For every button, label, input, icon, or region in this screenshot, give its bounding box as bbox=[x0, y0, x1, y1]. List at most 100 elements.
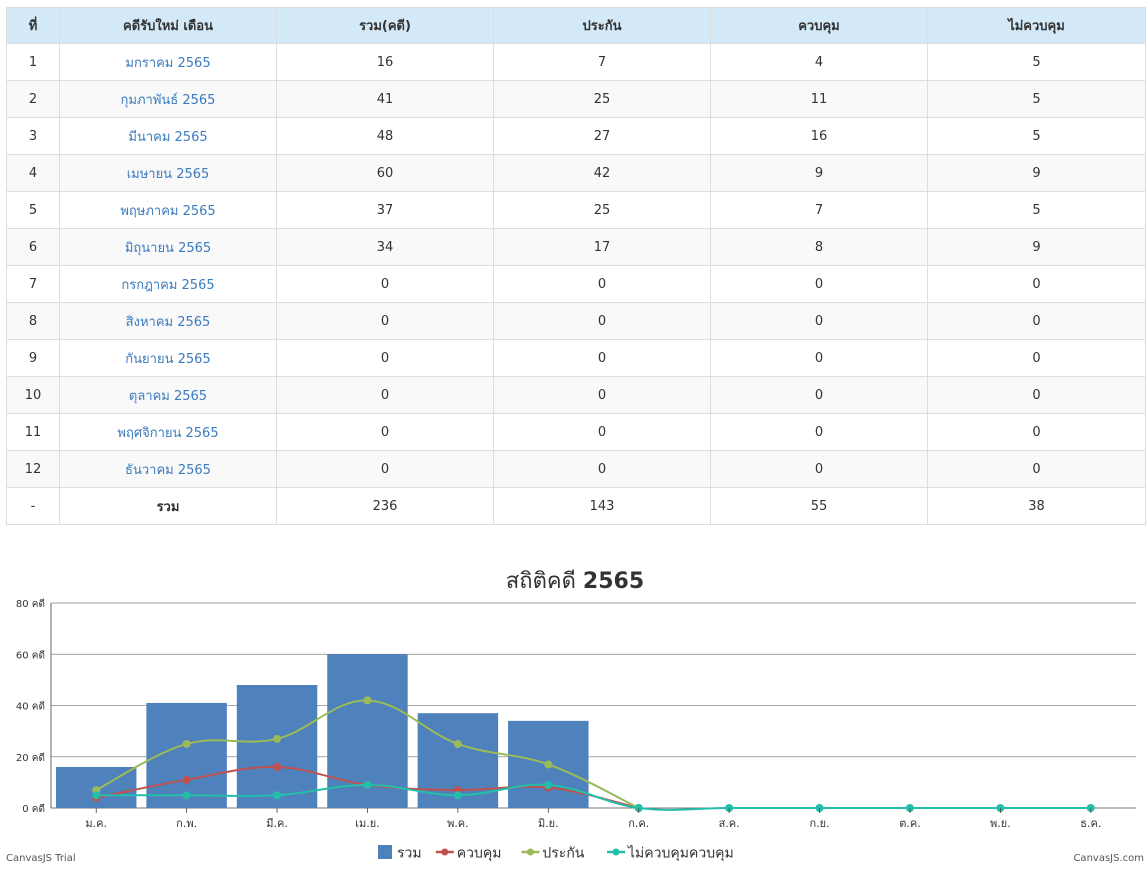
cell-no-custody: 0 bbox=[927, 450, 1146, 488]
series-point[interactable] bbox=[182, 775, 191, 784]
chart-legend[interactable]: รวม ควบคุม ประกัน ไม่ควบคุมควบคุม bbox=[378, 845, 734, 862]
cell-bail: 0 bbox=[493, 376, 711, 414]
x-tick-label: ม.ค. bbox=[85, 817, 107, 830]
chart-lines bbox=[92, 696, 1095, 812]
cell-bail: 25 bbox=[493, 191, 711, 229]
legend-label: ประกัน bbox=[542, 846, 584, 862]
month-link[interactable]: พฤศจิกายน 2565 bbox=[117, 425, 219, 441]
legend-item-ประกัน[interactable]: ประกัน bbox=[521, 846, 585, 862]
cell-bail: 25 bbox=[493, 80, 711, 118]
month-link[interactable]: มิถุนายน 2565 bbox=[124, 240, 212, 256]
header-custody: ควบคุม bbox=[710, 7, 928, 44]
cell-month: พฤศจิกายน 2565 bbox=[59, 413, 277, 451]
chart-axes: 0 คดี 20 คดี 40 คดี 60 คดี 80 คดีม.ค. ก.พ. มี.… bbox=[16, 598, 1101, 830]
table-row: 12 ธันวาคม 2565 0 0 0 0 bbox=[6, 450, 1146, 488]
cell-no: 12 bbox=[6, 450, 60, 488]
total-cell-custody: 55 bbox=[710, 487, 928, 525]
legend-item-ควบคุม[interactable]: ควบคุม bbox=[435, 846, 502, 862]
x-tick-label: ก.พ. bbox=[176, 817, 197, 830]
case-statistics-chart: สถิติคดี 2565 0 คดี 20 คดี 40 คดี 60 คดี 80 … bbox=[0, 555, 1148, 877]
cell-total: 37 bbox=[276, 191, 494, 229]
x-tick-label: ต.ค. bbox=[899, 817, 921, 830]
series-point[interactable] bbox=[363, 780, 372, 789]
cell-total: 60 bbox=[276, 154, 494, 192]
month-link[interactable]: กุมภาพันธ์ 2565 bbox=[120, 92, 216, 108]
cell-no-custody: 0 bbox=[927, 302, 1146, 340]
y-tick-label: 0 คดี bbox=[22, 803, 45, 815]
month-link[interactable]: สิงหาคม 2565 bbox=[125, 314, 211, 330]
cell-month: มกราคม 2565 bbox=[59, 43, 277, 81]
cell-no: 5 bbox=[6, 191, 60, 229]
cell-month: ธันวาคม 2565 bbox=[59, 450, 277, 488]
series-point[interactable] bbox=[273, 734, 282, 743]
x-tick-label: ก.ย. bbox=[809, 817, 829, 830]
cell-no: 9 bbox=[6, 339, 60, 377]
canvasjs-site-link[interactable]: CanvasJS.com bbox=[1073, 853, 1144, 864]
cell-total: 48 bbox=[276, 117, 494, 155]
cell-total: 16 bbox=[276, 43, 494, 81]
month-link[interactable]: มีนาคม 2565 bbox=[128, 129, 208, 145]
cell-bail: 42 bbox=[493, 154, 711, 192]
cell-custody: 0 bbox=[710, 376, 928, 414]
series-point[interactable] bbox=[182, 739, 191, 748]
month-link[interactable]: พฤษภาคม 2565 bbox=[120, 203, 216, 219]
cell-custody: 0 bbox=[710, 265, 928, 303]
legend-marker-point bbox=[526, 848, 534, 856]
series-line-ไม่ควบคุมควบคุม bbox=[96, 783, 1091, 811]
legend-label: ไม่ควบคุมควบคุม bbox=[627, 845, 734, 862]
table-row: 7 กรกฎาคม 2565 0 0 0 0 bbox=[6, 265, 1146, 303]
month-link[interactable]: เมษายน 2565 bbox=[126, 166, 210, 182]
month-link[interactable]: กรกฎาคม 2565 bbox=[121, 277, 215, 293]
chart-title-year: 2565 bbox=[583, 569, 644, 594]
cell-bail: 0 bbox=[493, 265, 711, 303]
header-no-custody: ไม่ควบคุม bbox=[927, 7, 1146, 44]
cell-no: 10 bbox=[6, 376, 60, 414]
series-point[interactable] bbox=[453, 791, 462, 800]
cell-bail: 0 bbox=[493, 339, 711, 377]
chart-title-prefix: สถิติคดี bbox=[506, 569, 583, 594]
x-tick-label: พ.ค. bbox=[447, 817, 469, 830]
series-point[interactable] bbox=[273, 791, 282, 800]
table-row: 4 เมษายน 2565 60 42 9 9 bbox=[6, 154, 1146, 192]
month-link[interactable]: มกราคม 2565 bbox=[125, 55, 211, 71]
table-row: 8 สิงหาคม 2565 0 0 0 0 bbox=[6, 302, 1146, 340]
cell-total: 41 bbox=[276, 80, 494, 118]
month-link[interactable]: ตุลาคม 2565 bbox=[128, 388, 208, 404]
cell-no-custody: 5 bbox=[927, 191, 1146, 229]
x-tick-label: ก.ค. bbox=[628, 817, 649, 830]
table-row: 6 มิถุนายน 2565 34 17 8 9 bbox=[6, 228, 1146, 266]
series-point[interactable] bbox=[544, 780, 553, 789]
y-tick-label: 80 คดี bbox=[16, 598, 45, 610]
cell-no-custody: 9 bbox=[927, 154, 1146, 192]
series-point[interactable] bbox=[363, 696, 372, 705]
legend-label: ควบคุม bbox=[457, 846, 502, 862]
cell-custody: 0 bbox=[710, 339, 928, 377]
month-link[interactable]: กันยายน 2565 bbox=[125, 351, 211, 367]
bar-มี.ค.[interactable] bbox=[236, 685, 318, 808]
series-point[interactable] bbox=[544, 760, 553, 769]
month-link[interactable]: ธันวาคม 2565 bbox=[125, 462, 211, 478]
cell-month: กรกฎาคม 2565 bbox=[59, 265, 277, 303]
cell-no: 8 bbox=[6, 302, 60, 340]
chart-title: สถิติคดี 2565 bbox=[506, 569, 644, 594]
total-cell-no-custody: 38 bbox=[927, 487, 1146, 525]
cell-bail: 0 bbox=[493, 413, 711, 451]
legend-item-ไม่ควบคุมควบคุม[interactable]: ไม่ควบคุมควบคุม bbox=[607, 845, 734, 862]
cell-total: 0 bbox=[276, 450, 494, 488]
table-row: 9 กันยายน 2565 0 0 0 0 bbox=[6, 339, 1146, 377]
cell-no: 1 bbox=[6, 43, 60, 81]
cell-no: 11 bbox=[6, 413, 60, 451]
cell-bail: 0 bbox=[493, 450, 711, 488]
cell-total: 0 bbox=[276, 302, 494, 340]
series-point[interactable] bbox=[453, 739, 462, 748]
series-point[interactable] bbox=[182, 791, 191, 800]
cell-month: มิถุนายน 2565 bbox=[59, 228, 277, 266]
legend-item-รวม[interactable]: รวม bbox=[378, 845, 422, 862]
cell-total: 0 bbox=[276, 376, 494, 414]
cell-no-custody: 0 bbox=[927, 265, 1146, 303]
case-statistics-table: ที่ คดีรับใหม่ เดือน รวม(คดี) ประกัน ควบ… bbox=[6, 7, 1146, 525]
x-tick-label: ธ.ค. bbox=[1080, 817, 1101, 830]
series-point[interactable] bbox=[92, 791, 101, 800]
legend-marker-point bbox=[612, 848, 620, 856]
series-point[interactable] bbox=[273, 763, 282, 771]
